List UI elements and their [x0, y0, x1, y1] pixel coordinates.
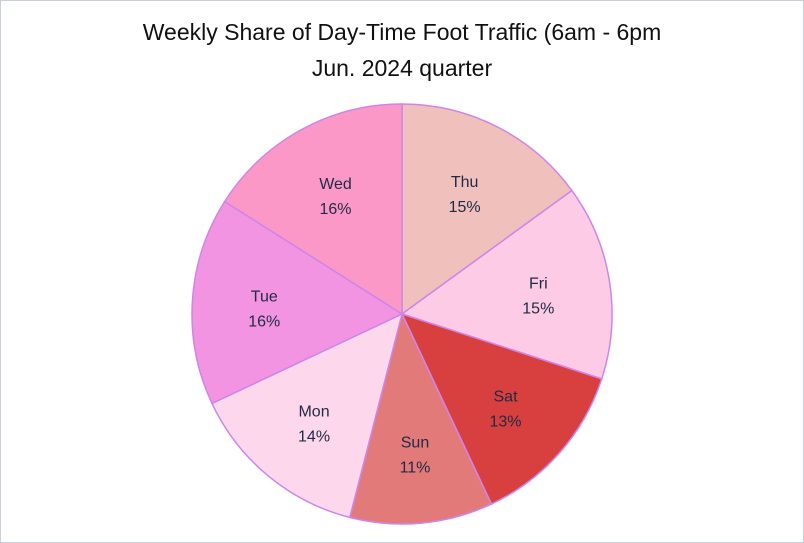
slice-value-sun: 11%: [400, 459, 431, 476]
slice-label-tue: Tue: [251, 288, 278, 305]
pie-slice-sat: [400, 312, 603, 506]
slice-value-fri: 15%: [522, 300, 554, 317]
pie-slice-wed: [223, 103, 403, 316]
pie-slice-tue: [191, 200, 404, 405]
pie-slice-thu: [401, 103, 573, 316]
pie-slice-sun: [348, 311, 493, 525]
slice-value-tue: 16%: [248, 313, 280, 330]
slice-label-fri: Fri: [529, 275, 548, 292]
slice-label-wed: Wed: [319, 176, 352, 193]
slice-label-sun: Sun: [401, 434, 429, 451]
chart-title-line-2: Jun. 2024 quarter: [311, 55, 493, 81]
slice-value-thu: 15%: [449, 199, 481, 216]
slice-label-mon: Mon: [298, 403, 329, 420]
slice-value-mon: 14%: [298, 428, 330, 445]
pie-slice-mon: [210, 312, 404, 519]
slice-label-sat: Sat: [494, 388, 519, 405]
slice-value-wed: 16%: [320, 201, 352, 218]
chart-title-line-1: Weekly Share of Day-Time Foot Traffic (6…: [142, 19, 662, 45]
slice-label-thu: Thu: [451, 174, 479, 191]
pie-slice-fri: [400, 189, 613, 380]
slice-value-sat: 13%: [489, 413, 521, 430]
